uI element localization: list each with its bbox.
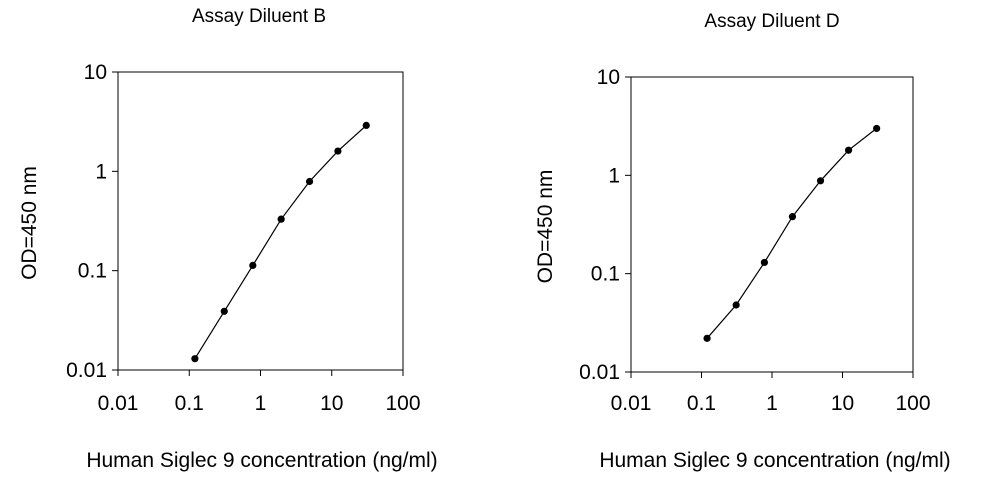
- data-point: [305, 177, 314, 186]
- y-tick-label: 0.01: [66, 359, 107, 382]
- x-tick-label: 0.01: [98, 392, 139, 415]
- data-point: [816, 177, 825, 185]
- x-tick-label: 1: [255, 392, 267, 415]
- data-point: [844, 146, 853, 154]
- data-point: [732, 301, 740, 309]
- chart-title: Assay Diluent D: [704, 11, 839, 32]
- plot-area: [117, 71, 404, 371]
- data-point: [220, 307, 228, 315]
- x-tick-label: 100: [895, 392, 930, 415]
- data-point: [703, 334, 711, 342]
- y-tick-label: 0.1: [591, 263, 620, 286]
- x-tick-label: 100: [385, 392, 420, 415]
- x-axis-label: Human Siglec 9 concentration (ng/ml): [86, 449, 437, 472]
- x-tick-label: 10: [320, 392, 343, 415]
- plot-area: [630, 76, 914, 373]
- data-point: [788, 213, 797, 221]
- data-point: [873, 124, 881, 133]
- y-axis-label: OD=450 nm: [18, 166, 41, 280]
- y-tick-label: 10: [597, 66, 620, 89]
- data-point: [191, 355, 199, 363]
- x-tick-label: 10: [831, 392, 854, 415]
- data-point: [277, 215, 285, 223]
- chart-title: Assay Diluent B: [192, 6, 326, 27]
- x-tick-label: 0.1: [687, 392, 716, 415]
- data-point: [334, 147, 342, 155]
- y-tick-label: 1: [95, 160, 107, 183]
- data-point: [362, 121, 370, 130]
- series-line: [194, 124, 367, 360]
- x-tick-label: 1: [766, 392, 778, 415]
- x-tick-label: 0.1: [175, 392, 204, 415]
- y-tick-label: 0.01: [579, 361, 620, 384]
- x-axis-label: Human Siglec 9 concentration (ng/ml): [599, 449, 950, 472]
- chart-1: Assay Diluent B 0.01 0.1 1 10 100 0.01 0.1 1 10 OD…: [18, 6, 438, 472]
- chart-2: Assay Diluent D 0.01 0.1 1 10 100 0.01 0.1 1 10 OD…: [534, 11, 951, 472]
- y-tick-label: 10: [84, 61, 107, 84]
- y-tick-label: 0.1: [78, 260, 107, 283]
- x-tick-label: 0.01: [611, 392, 652, 415]
- series-line: [706, 127, 877, 339]
- data-point: [760, 258, 768, 267]
- data-point: [249, 261, 257, 269]
- y-tick-label: 1: [608, 164, 620, 187]
- y-axis-label: OD=450 nm: [534, 170, 557, 284]
